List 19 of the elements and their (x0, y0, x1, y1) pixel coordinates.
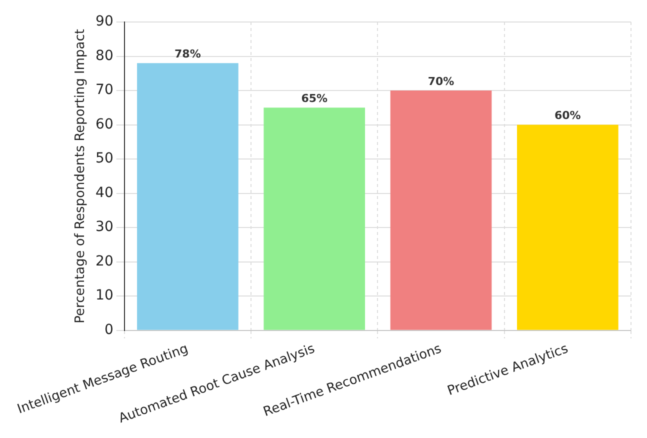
y-tick-label: 30 (96, 219, 114, 236)
y-tick-label: 80 (96, 48, 114, 64)
data-label: 60% (554, 109, 581, 122)
bar (264, 108, 366, 330)
y-tick-label: 50 (96, 150, 114, 167)
y-tick-label: 70 (96, 82, 114, 98)
y-tick-label: 0 (104, 322, 114, 338)
bar (517, 124, 618, 330)
bar (390, 90, 492, 330)
y-tick-label: 90 (96, 14, 114, 30)
data-label: 70% (428, 74, 454, 88)
y-tick-label: 40 (96, 184, 114, 201)
data-label: 78% (174, 47, 201, 60)
y-tick-label: 60 (96, 116, 114, 132)
bar (137, 63, 238, 330)
y-tick-label: 10 (96, 288, 114, 304)
data-label: 65% (301, 92, 328, 106)
y-axis-title: Percentage of Respondents Reporting Impact (73, 28, 88, 324)
y-tick-label: 20 (96, 253, 114, 270)
